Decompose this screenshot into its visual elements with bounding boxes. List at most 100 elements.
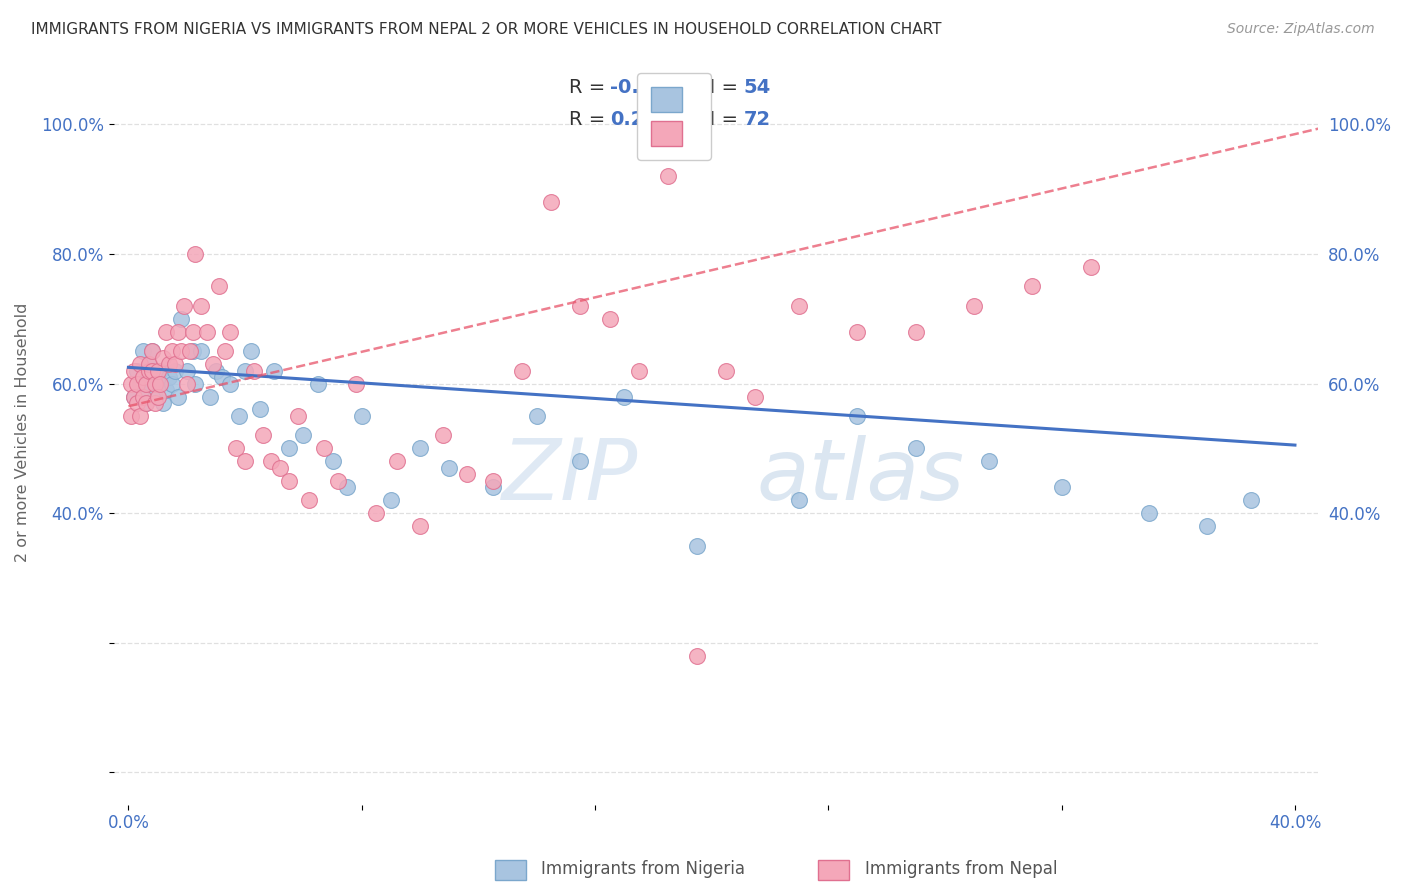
Point <box>482 474 505 488</box>
Point <box>176 376 198 391</box>
Point <box>176 363 198 377</box>
Text: N =: N = <box>682 78 745 97</box>
Point <box>170 344 193 359</box>
Point <box>510 363 533 377</box>
Point <box>904 442 927 456</box>
Point <box>152 396 174 410</box>
Point <box>190 344 212 359</box>
Point <box>152 351 174 365</box>
Point <box>312 442 335 456</box>
Text: -0.127: -0.127 <box>610 78 679 97</box>
Point <box>366 506 388 520</box>
Point <box>165 357 187 371</box>
Point <box>787 493 810 508</box>
Point <box>263 363 285 377</box>
Point <box>716 363 738 377</box>
Point <box>1240 493 1263 508</box>
Point <box>243 363 266 377</box>
Legend: , : , <box>637 73 711 160</box>
Point <box>482 480 505 494</box>
Point <box>744 390 766 404</box>
Point <box>214 344 236 359</box>
Point <box>138 357 160 371</box>
Point <box>135 396 157 410</box>
Point <box>160 376 183 391</box>
Point <box>437 460 460 475</box>
Point <box>432 428 454 442</box>
Point <box>120 376 142 391</box>
Point <box>201 357 224 371</box>
Point <box>344 376 367 391</box>
Point <box>298 493 321 508</box>
Point <box>569 299 592 313</box>
Point <box>228 409 250 423</box>
Text: R =: R = <box>569 110 612 128</box>
Point <box>132 390 155 404</box>
Point <box>165 363 187 377</box>
Point <box>277 442 299 456</box>
Point <box>252 428 274 442</box>
Point <box>143 376 166 391</box>
Point <box>143 396 166 410</box>
Point <box>141 363 163 377</box>
Point <box>963 299 986 313</box>
Point <box>135 396 157 410</box>
Text: R =: R = <box>569 78 612 97</box>
Point <box>569 454 592 468</box>
Point <box>167 390 190 404</box>
Point <box>190 299 212 313</box>
Point <box>173 299 195 313</box>
Point <box>307 376 329 391</box>
Point <box>380 493 402 508</box>
Point <box>149 376 172 391</box>
Point <box>167 325 190 339</box>
Point <box>336 480 359 494</box>
Point <box>181 325 204 339</box>
Point <box>122 363 145 377</box>
Text: 72: 72 <box>744 110 770 128</box>
Point <box>599 311 621 326</box>
Point <box>132 344 155 359</box>
Point <box>170 311 193 326</box>
Point <box>138 363 160 377</box>
Point <box>350 409 373 423</box>
Point <box>904 325 927 339</box>
Point <box>977 454 1000 468</box>
Point <box>1021 279 1043 293</box>
Point <box>127 376 149 391</box>
Point <box>127 396 149 410</box>
Point <box>157 370 180 384</box>
Point <box>157 357 180 371</box>
Point <box>155 325 177 339</box>
Point <box>129 376 152 391</box>
Point <box>292 428 315 442</box>
Point <box>322 454 344 468</box>
Point <box>143 390 166 404</box>
Text: IMMIGRANTS FROM NIGERIA VS IMMIGRANTS FROM NEPAL 2 OR MORE VEHICLES IN HOUSEHOLD: IMMIGRANTS FROM NIGERIA VS IMMIGRANTS FR… <box>31 22 942 37</box>
Point <box>526 409 548 423</box>
Point <box>141 344 163 359</box>
Point <box>122 390 145 404</box>
Text: 0.230: 0.230 <box>610 110 671 128</box>
Point <box>686 539 709 553</box>
Point <box>657 169 679 184</box>
Text: ZIP: ZIP <box>502 435 638 518</box>
Point <box>846 409 869 423</box>
Point <box>233 363 256 377</box>
Point <box>277 474 299 488</box>
Point <box>160 344 183 359</box>
Point <box>1050 480 1073 494</box>
Point <box>239 344 262 359</box>
Point <box>540 195 562 210</box>
Point <box>135 376 157 391</box>
Point <box>141 344 163 359</box>
Point <box>1137 506 1160 520</box>
Point <box>787 299 810 313</box>
Point <box>146 390 169 404</box>
Point <box>269 460 291 475</box>
Point <box>184 247 207 261</box>
Point <box>138 357 160 371</box>
Point <box>219 325 242 339</box>
Point <box>179 344 201 359</box>
Point <box>132 370 155 384</box>
